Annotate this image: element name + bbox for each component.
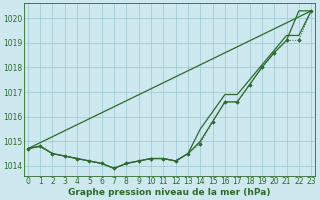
X-axis label: Graphe pression niveau de la mer (hPa): Graphe pression niveau de la mer (hPa) [68, 188, 271, 197]
